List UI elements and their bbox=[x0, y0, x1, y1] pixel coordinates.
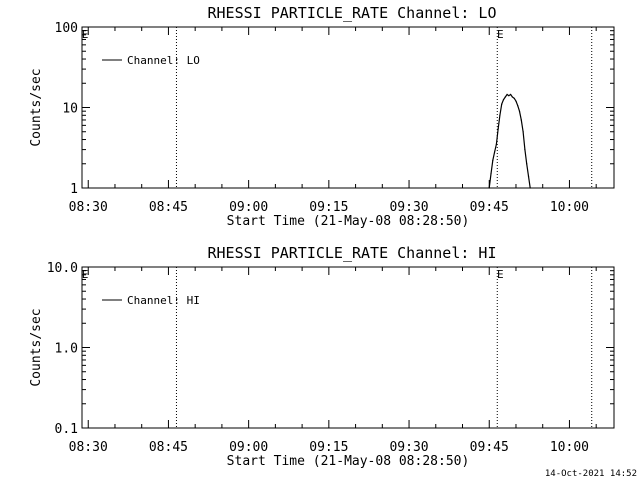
x-tick-label: 10:00 bbox=[550, 200, 589, 215]
data-point bbox=[515, 100, 517, 102]
y-tick-label: 1.0 bbox=[55, 342, 78, 357]
event-marker-label: E bbox=[497, 28, 504, 41]
event-marker-label: E bbox=[82, 268, 89, 281]
x-tick-label: 09:00 bbox=[229, 200, 268, 215]
data-point bbox=[529, 187, 531, 189]
data-point bbox=[495, 143, 497, 145]
data-point bbox=[488, 187, 490, 189]
legend-label: Channel: LO bbox=[127, 54, 200, 67]
x-tick-label: 08:45 bbox=[149, 200, 188, 215]
data-point bbox=[504, 96, 506, 98]
chart-title: RHESSI PARTICLE_RATE Channel: HI bbox=[208, 244, 497, 262]
plot-frame bbox=[81, 26, 615, 189]
x-tick-label: 08:30 bbox=[69, 200, 108, 215]
x-tick-label: 09:15 bbox=[309, 440, 348, 455]
data-point bbox=[494, 151, 496, 153]
data-point bbox=[520, 119, 522, 121]
chart-title: RHESSI PARTICLE_RATE Channel: LO bbox=[208, 4, 497, 22]
y-tick-label: 100 bbox=[55, 21, 78, 36]
data-point bbox=[499, 114, 501, 116]
x-tick-label: 09:30 bbox=[389, 440, 428, 455]
y-tick-label: 10.0 bbox=[47, 261, 78, 276]
data-point bbox=[497, 127, 499, 129]
y-tick-label: 0.1 bbox=[55, 422, 78, 437]
x-tick-label: 09:15 bbox=[309, 200, 348, 215]
data-point bbox=[522, 131, 524, 133]
series-line bbox=[488, 93, 531, 189]
data-point bbox=[527, 175, 530, 177]
plot-frame bbox=[81, 266, 615, 429]
y-axis-label: Counts/sec bbox=[29, 308, 44, 386]
y-tick-label: 10 bbox=[62, 102, 78, 117]
data-point bbox=[511, 96, 513, 98]
x-tick-label: 09:30 bbox=[389, 200, 428, 215]
data-point bbox=[501, 103, 503, 105]
data-point bbox=[517, 105, 519, 107]
data-point bbox=[518, 110, 521, 112]
x-tick-label: 08:45 bbox=[149, 440, 188, 455]
data-point bbox=[513, 97, 515, 99]
footer-timestamp: 14-Oct-2021 14:52 bbox=[545, 469, 637, 479]
x-tick-label: 08:30 bbox=[69, 440, 108, 455]
x-axis-label: Start Time (21-May-08 08:28:50) bbox=[227, 454, 470, 469]
data-point bbox=[506, 93, 508, 96]
x-tick-label: 09:00 bbox=[229, 440, 268, 455]
data-point bbox=[510, 93, 512, 96]
y-axis-label: Counts/sec bbox=[29, 68, 44, 146]
x-tick-label: 09:45 bbox=[470, 440, 509, 455]
data-point bbox=[492, 159, 494, 161]
x-tick-label: 10:00 bbox=[550, 440, 589, 455]
event-marker-label: E bbox=[497, 268, 504, 281]
data-point bbox=[508, 95, 510, 97]
data-point bbox=[502, 99, 505, 101]
legend-label: Channel: HI bbox=[127, 294, 200, 307]
x-axis-label: Start Time (21-May-08 08:28:50) bbox=[227, 214, 470, 229]
x-tick-label: 09:45 bbox=[470, 200, 509, 215]
data-point bbox=[524, 149, 526, 151]
data-point bbox=[526, 163, 528, 165]
data-point bbox=[490, 173, 492, 175]
y-tick-label: 1 bbox=[70, 182, 78, 197]
event-marker-label: E bbox=[82, 28, 89, 41]
